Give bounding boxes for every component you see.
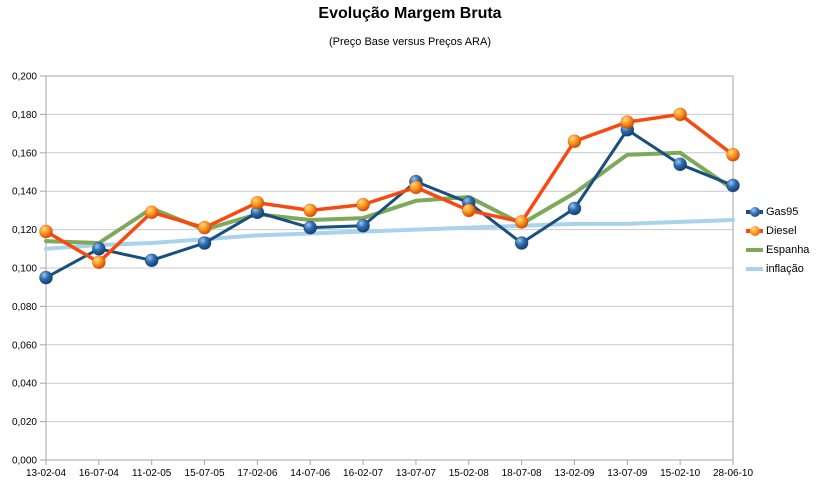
data-point-diesel — [461, 203, 476, 218]
x-tick-label: 13-02-04 — [26, 468, 66, 479]
x-tick-label: 28-06-10 — [713, 468, 753, 479]
legend-item-gas95: Gas95 — [746, 202, 809, 221]
data-point-gas95 — [356, 218, 370, 233]
x-tick-label: 14-07-06 — [290, 468, 330, 479]
x-tick-label: 18-07-08 — [502, 468, 542, 479]
x-tick-label: 16-07-04 — [79, 468, 119, 479]
data-point-diesel — [673, 107, 687, 122]
y-tick-label: 0,160 — [12, 148, 37, 159]
data-point-gas95 — [726, 178, 740, 193]
x-tick-label: 13-07-07 — [396, 468, 436, 479]
data-point-diesel — [197, 220, 212, 235]
x-tick-label: 16-02-07 — [343, 468, 383, 479]
legend-label-gas95: Gas95 — [766, 205, 799, 218]
legend-label-diesel: Diesel — [766, 224, 797, 237]
data-point-diesel — [620, 115, 635, 129]
data-point-diesel — [356, 197, 370, 212]
legend-label-espanha: Espanha — [766, 243, 810, 256]
y-tick-label: 0,000 — [12, 456, 37, 467]
data-point-gas95 — [144, 253, 159, 268]
y-tick-label: 0,120 — [12, 225, 37, 236]
legend-marker-gas95-icon — [746, 206, 763, 217]
x-tick-label: 15-07-05 — [185, 468, 225, 479]
data-point-diesel — [39, 224, 53, 239]
data-point-diesel — [514, 215, 529, 229]
y-tick-label: 0,040 — [12, 379, 37, 390]
x-tick-label: 15-02-10 — [660, 468, 700, 479]
legend-marker-inflacao-icon — [746, 266, 763, 271]
x-tick-label: 13-02-09 — [554, 468, 594, 479]
legend-item-espanha: Espanha — [746, 240, 809, 259]
data-point-diesel — [303, 203, 318, 218]
data-point-gas95 — [514, 236, 529, 250]
series-line-inflação — [44, 218, 735, 251]
data-point-gas95 — [673, 157, 687, 172]
data-point-gas95 — [39, 270, 53, 285]
y-tick-label: 0,140 — [12, 187, 37, 198]
legend: Gas95 Diesel Espanha inflação — [746, 202, 809, 278]
data-point-gas95 — [567, 201, 582, 216]
x-tick-label: 17-02-06 — [237, 468, 277, 479]
y-tick-label: 0,200 — [12, 72, 37, 83]
y-tick-label: 0,180 — [12, 110, 37, 121]
y-tick-label: 0,060 — [12, 340, 37, 351]
x-tick-label: 11-02-05 — [132, 468, 172, 479]
series-line-gas95 — [44, 128, 735, 280]
x-tick-label: 15-02-08 — [449, 468, 489, 479]
chart-subtitle: (Preço Base versus Preços ARA) — [328, 36, 491, 48]
y-tick-label: 0,020 — [12, 417, 37, 428]
data-point-diesel — [726, 147, 740, 162]
data-point-diesel — [567, 134, 582, 149]
legend-item-inflacao: inflação — [746, 259, 809, 278]
legend-marker-diesel-icon — [746, 225, 763, 236]
y-tick-label: 0,080 — [12, 302, 37, 313]
legend-marker-espanha-icon — [746, 247, 763, 252]
y-tick-label: 0,100 — [12, 264, 37, 275]
data-point-diesel — [144, 205, 159, 220]
data-point-gas95 — [197, 236, 212, 250]
series-line-espanha — [44, 150, 735, 246]
data-point-diesel — [250, 195, 265, 210]
data-point-diesel — [409, 180, 423, 195]
series-line-diesel — [44, 112, 735, 264]
data-point-diesel — [92, 255, 106, 270]
data-point-gas95 — [92, 242, 106, 256]
legend-label-inflacao: inflação — [766, 262, 804, 275]
x-tick-label: 13-07-09 — [607, 468, 647, 479]
data-point-gas95 — [303, 220, 318, 235]
legend-item-diesel: Diesel — [746, 221, 809, 240]
chart-title: Evolução Margem Bruta — [318, 5, 502, 22]
